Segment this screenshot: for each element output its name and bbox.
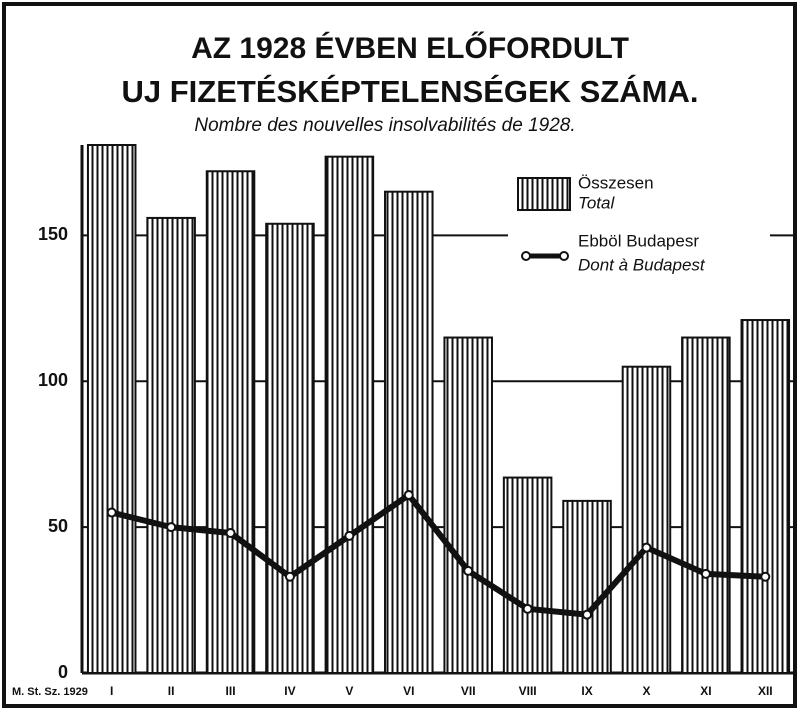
line-marker [344, 530, 355, 541]
line-marker [284, 571, 295, 582]
bar [740, 319, 791, 674]
line-marker [582, 609, 593, 620]
x-tick-label: X [642, 684, 650, 698]
x-tick-label: IX [581, 684, 592, 698]
line-marker [166, 522, 177, 533]
y-tick-label: 0 [58, 662, 68, 682]
line-marker [403, 490, 414, 501]
bar [562, 499, 612, 674]
line-marker [225, 527, 236, 538]
bar [86, 144, 137, 674]
source-note: M. St. Sz. 1929 [12, 686, 88, 698]
legend-marker [559, 251, 569, 261]
line-marker [106, 507, 117, 518]
legend-bar-swatch [517, 177, 571, 211]
line-marker [522, 603, 533, 614]
x-tick-label: IV [284, 684, 295, 698]
x-tick-label: VI [403, 684, 414, 698]
x-tick-label: V [345, 684, 353, 698]
chart-subtitle: Nombre des nouvelles insolvabilités de 1… [194, 115, 575, 136]
legend-label: Dont à Budapest [578, 255, 706, 274]
bar [502, 476, 553, 674]
x-tick-label: XI [700, 684, 711, 698]
x-tick-label: II [168, 684, 175, 698]
line [110, 492, 766, 618]
x-tick-label: I [110, 684, 113, 698]
bar [205, 170, 256, 674]
bar [384, 190, 434, 674]
legend-label: Total [578, 193, 615, 212]
bar [324, 155, 375, 674]
y-tick-label: 100 [38, 370, 68, 390]
line-marker [760, 571, 771, 582]
legend: Összesen Total Ebböl Budapesr Dont à Bud… [508, 168, 770, 280]
x-tick-label: VII [461, 684, 476, 698]
line-marker [700, 568, 711, 579]
bar [621, 365, 672, 674]
legend-marker [521, 251, 531, 261]
bar [681, 336, 731, 674]
chart-title: AZ 1928 ÉVBEN ELŐFORDULT [191, 31, 629, 65]
legend-label: Ebböl Budapesr [578, 231, 699, 250]
chart-title: UJ FIZETÉSKÉPTELENSÉGEK SZÁMA. [121, 74, 698, 109]
y-tick-label: 150 [38, 224, 68, 244]
bar [265, 222, 315, 675]
x-tick-label: VIII [519, 684, 537, 698]
line-marker [463, 565, 474, 576]
legend-label: Összesen [578, 173, 654, 192]
y-tick-label: 50 [48, 516, 68, 536]
line-marker [641, 542, 652, 553]
x-tick-label: III [226, 684, 236, 698]
bar [146, 216, 196, 675]
bar [443, 336, 493, 674]
x-tick-label: XII [758, 684, 773, 698]
